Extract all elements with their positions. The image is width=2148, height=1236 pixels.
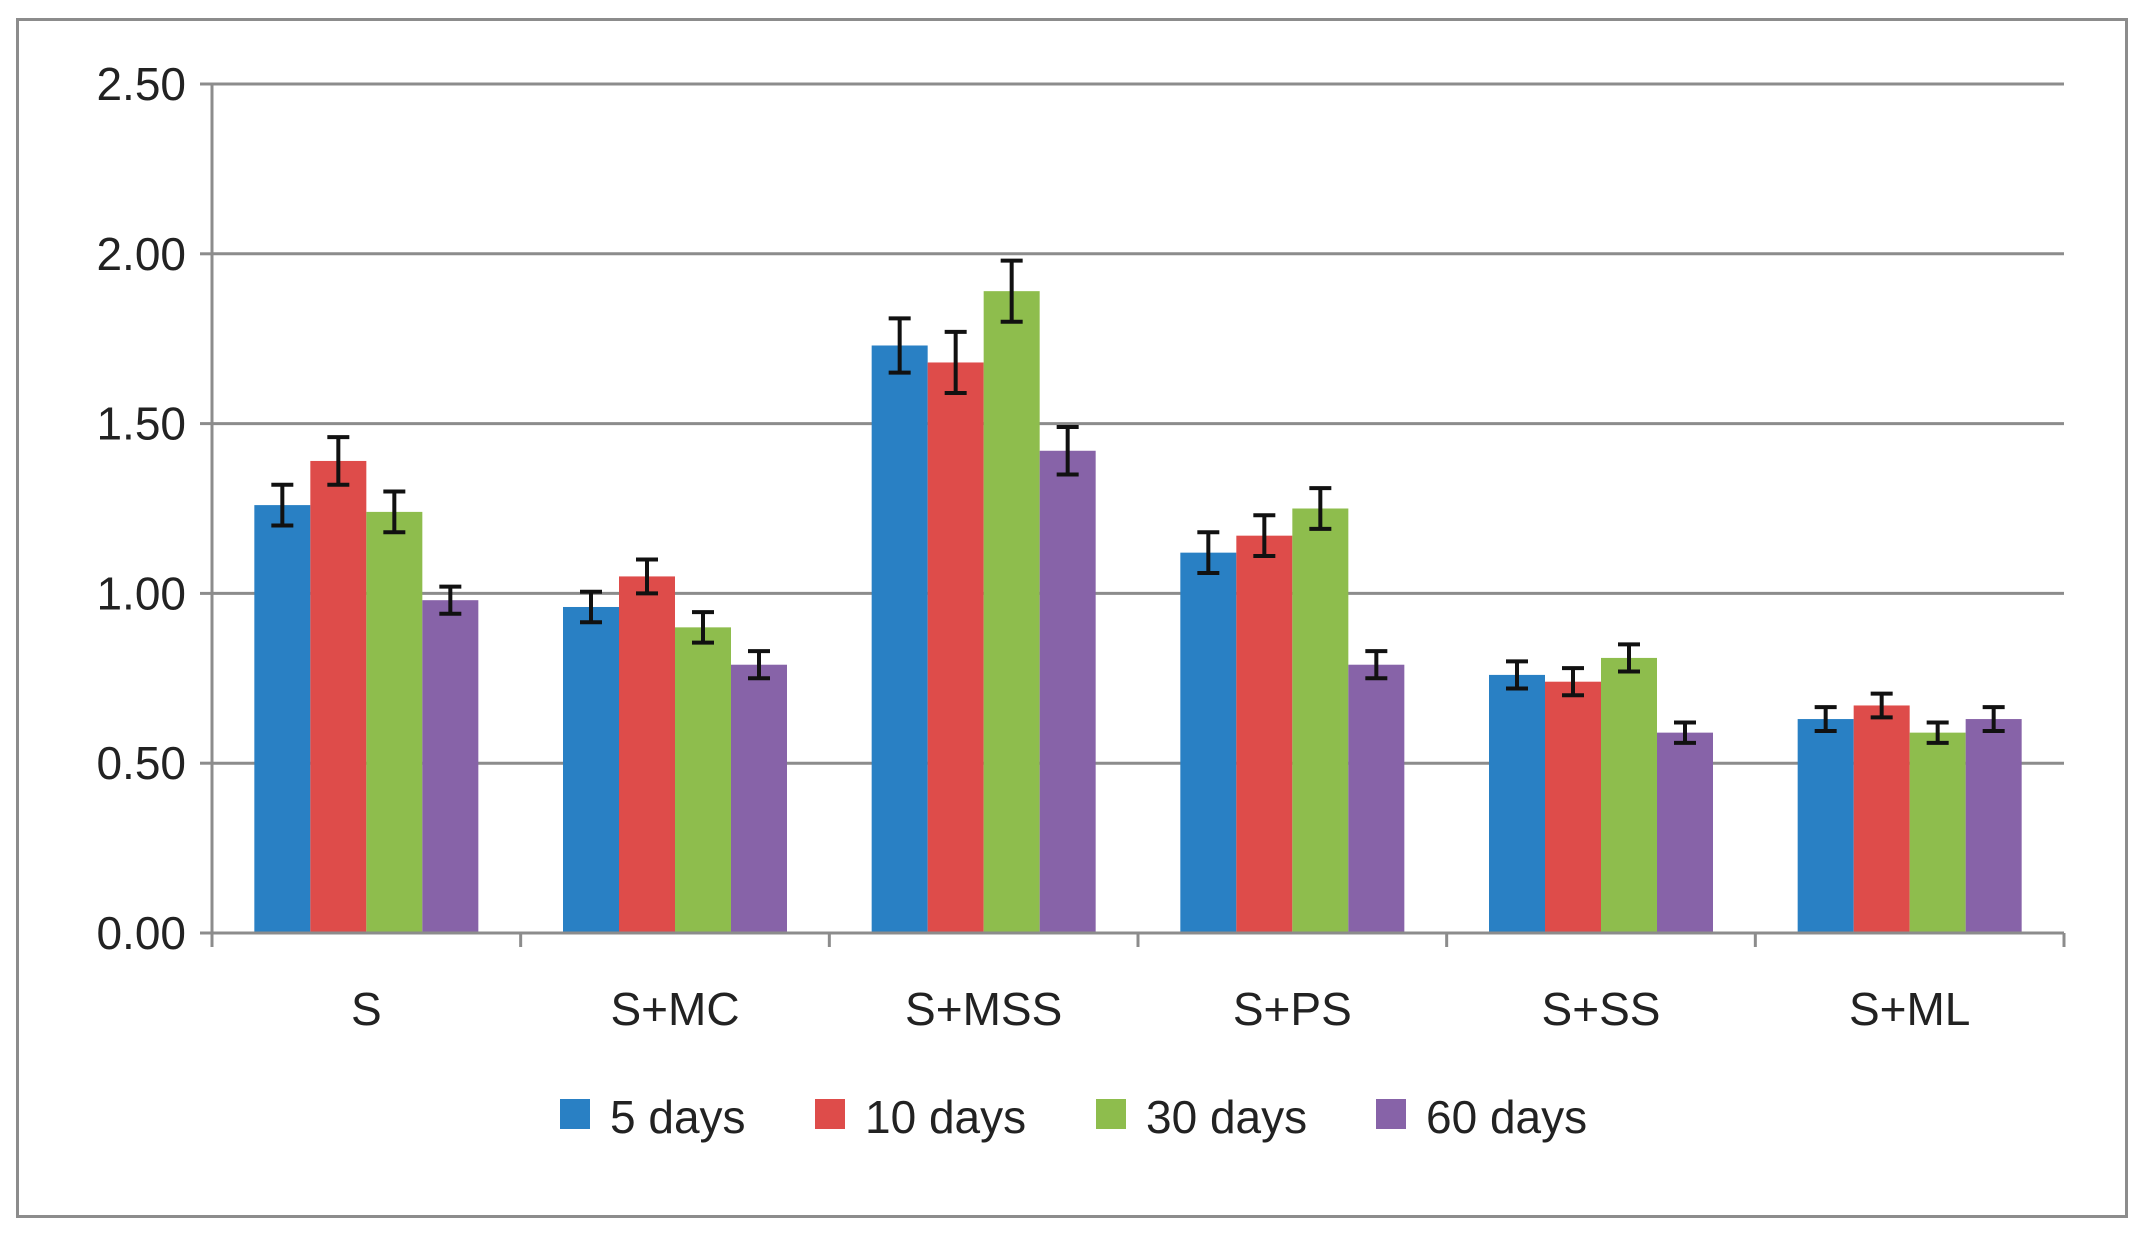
bar [731, 664, 787, 933]
bar [1545, 681, 1601, 933]
bar [254, 505, 311, 933]
legend-swatch [560, 1099, 590, 1129]
error-bars [271, 258, 2005, 745]
bar [310, 460, 367, 933]
bar [871, 345, 928, 933]
bar [1180, 552, 1237, 933]
x-category-label: S+MSS [905, 983, 1062, 1035]
legend-swatch [1376, 1099, 1406, 1129]
y-tick-label: 0.00 [96, 907, 186, 959]
legend: 5 days 10 days 30 days 60 days [560, 1091, 1587, 1143]
bar [1909, 732, 1966, 933]
bar [1797, 719, 1854, 933]
legend-swatch [1096, 1099, 1126, 1129]
x-category-label: S+PS [1233, 983, 1352, 1035]
axes: 0.00 0.50 1.00 1.50 2.00 2.50 S S+MC S+MSS S+PS S+… [96, 58, 2066, 1035]
bar [1657, 732, 1713, 933]
y-tick-label: 1.00 [96, 567, 186, 619]
x-category-label: S+SS [1542, 983, 1661, 1035]
bar [927, 362, 984, 933]
bar [675, 627, 731, 933]
legend-label: 5 days [610, 1091, 746, 1143]
legend-label: 30 days [1146, 1091, 1307, 1143]
bar [422, 600, 479, 933]
legend-label: 10 days [865, 1091, 1026, 1143]
bar [1348, 664, 1405, 933]
x-category-label: S [351, 983, 382, 1035]
legend-swatch [815, 1099, 845, 1129]
legend-label: 60 days [1426, 1091, 1587, 1143]
bar [1039, 450, 1096, 933]
y-tick-label: 1.50 [96, 398, 186, 450]
bar [366, 511, 423, 933]
y-tick-label: 0.50 [96, 737, 186, 789]
bar [1292, 508, 1349, 933]
bars [254, 291, 2022, 933]
x-category-label: S+ML [1849, 983, 1970, 1035]
bar [1853, 705, 1910, 933]
y-tick-label: 2.50 [96, 58, 186, 110]
bar [619, 576, 675, 933]
bar [1236, 535, 1293, 933]
bar [983, 291, 1040, 933]
bar [563, 606, 619, 933]
bar [1601, 657, 1657, 933]
x-category-label: S+MC [610, 983, 739, 1035]
y-tick-label: 2.00 [96, 228, 186, 280]
bar [1965, 719, 2022, 933]
gridlines [212, 82, 2064, 765]
bar [1489, 674, 1545, 933]
